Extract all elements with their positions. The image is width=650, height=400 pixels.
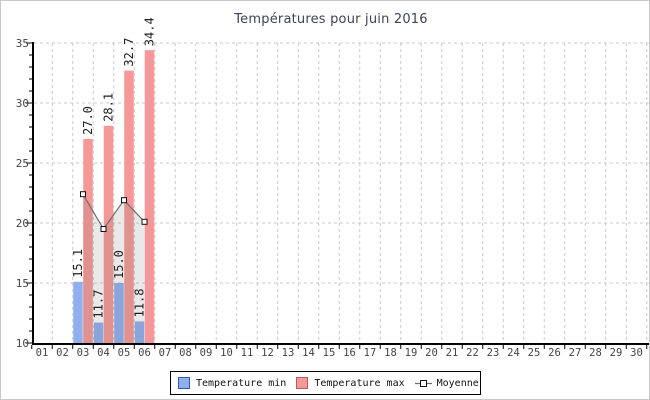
svg-text:01: 01 (36, 347, 49, 359)
svg-text:16: 16 (343, 347, 356, 359)
legend-label-moyenne: Moyenne (436, 377, 479, 389)
svg-text:04: 04 (97, 347, 110, 359)
svg-text:11.8: 11.8 (133, 288, 147, 317)
svg-text:13: 13 (282, 347, 295, 359)
legend: Temperature min Temperature max Moyenne (170, 371, 481, 395)
legend-label-min: Temperature min (196, 377, 287, 389)
grid-lines (34, 42, 649, 343)
svg-text:25: 25 (528, 347, 541, 359)
svg-text:15.1: 15.1 (71, 249, 85, 278)
svg-text:11.7: 11.7 (92, 290, 106, 319)
svg-text:19: 19 (405, 347, 418, 359)
svg-text:32.7: 32.7 (122, 38, 136, 67)
svg-text:17: 17 (364, 347, 377, 359)
svg-text:15: 15 (16, 277, 29, 290)
legend-marker-moyenne-icon (414, 379, 432, 387)
svg-text:11: 11 (241, 347, 254, 359)
svg-text:12: 12 (261, 347, 274, 359)
svg-text:18: 18 (384, 347, 397, 359)
chart-title: Températures pour juin 2016 (234, 12, 428, 27)
svg-text:30: 30 (630, 347, 643, 359)
svg-text:10: 10 (16, 337, 29, 350)
svg-text:05: 05 (118, 347, 131, 359)
svg-text:20: 20 (16, 217, 29, 230)
bar-value-labels: 15.1 27.0 11.7 28.1 15.0 32.7 11.8 34.4 (71, 17, 157, 318)
svg-text:15.0: 15.0 (112, 250, 126, 279)
svg-text:25: 25 (16, 157, 29, 170)
svg-text:15: 15 (323, 347, 336, 359)
svg-text:09: 09 (200, 347, 213, 359)
svg-text:02: 02 (56, 347, 69, 359)
moyenne-line (82, 193, 145, 231)
svg-text:27.0: 27.0 (81, 106, 95, 135)
svg-text:29: 29 (610, 347, 623, 359)
svg-text:08: 08 (179, 347, 192, 359)
svg-text:28: 28 (589, 347, 602, 359)
svg-text:10: 10 (220, 347, 233, 359)
svg-text:20: 20 (425, 347, 438, 359)
axes (26, 42, 649, 349)
moyenne-area (83, 194, 145, 343)
svg-text:27: 27 (569, 347, 582, 359)
svg-text:26: 26 (548, 347, 561, 359)
svg-text:21: 21 (446, 347, 459, 359)
svg-text:30: 30 (16, 97, 29, 110)
svg-text:35: 35 (16, 37, 29, 50)
legend-label-max: Temperature max (314, 377, 405, 389)
svg-text:03: 03 (77, 347, 90, 359)
moyenne-markers (80, 191, 148, 232)
axis-tick-labels: 10 15 20 25 30 35 01 02 03 04 05 06 07 08 09 10 11 12 13 14… (16, 37, 643, 359)
svg-text:28.1: 28.1 (102, 93, 116, 122)
bars-temperature-min (73, 281, 145, 343)
legend-swatch-max-icon (296, 377, 309, 389)
bars-temperature-max (83, 50, 155, 343)
svg-text:22: 22 (466, 347, 479, 359)
svg-text:14: 14 (302, 347, 315, 359)
legend-swatch-min-icon (178, 377, 190, 389)
svg-text:07: 07 (159, 347, 172, 359)
svg-text:34.4: 34.4 (143, 17, 157, 46)
svg-text:06: 06 (138, 347, 151, 359)
svg-text:23: 23 (487, 347, 500, 359)
svg-text:24: 24 (507, 347, 520, 359)
